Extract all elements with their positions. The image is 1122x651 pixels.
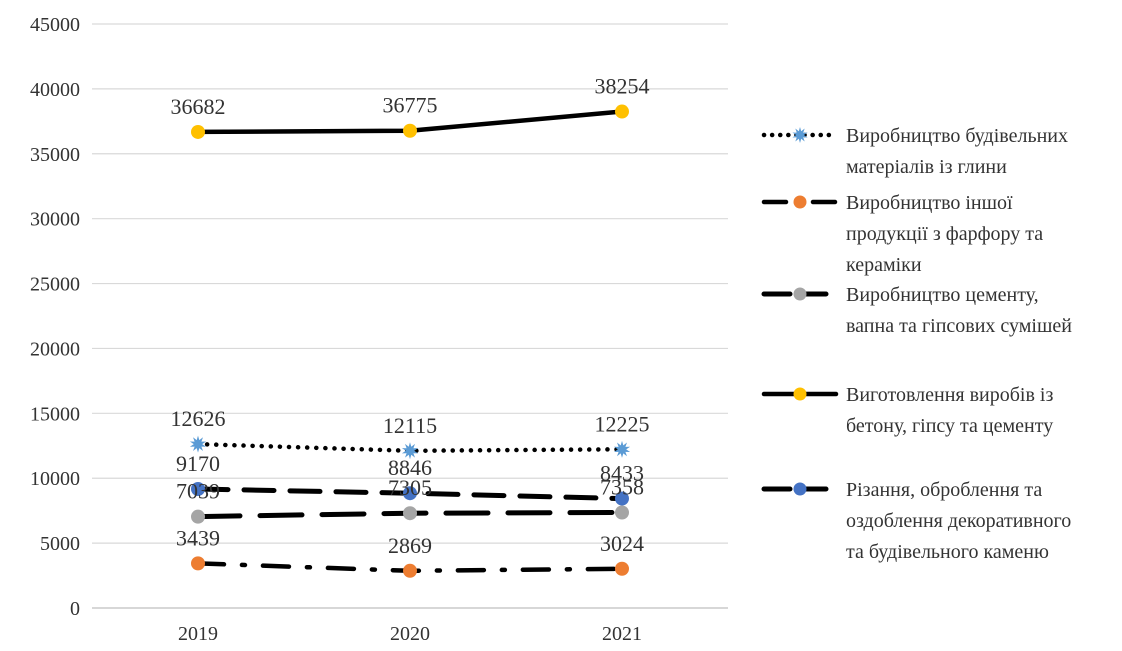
legend: Виробництво будівельних матеріалів із гли… xyxy=(761,125,1072,563)
y-tick-label: 5000 xyxy=(40,533,80,555)
y-tick-label: 15000 xyxy=(30,403,80,425)
series-line xyxy=(191,505,629,524)
data-point-marker xyxy=(191,124,205,139)
data-point-marker xyxy=(191,481,205,496)
legend-entry: Виробництво іншої продукції з фарфору та к… xyxy=(761,192,1043,276)
data-point-marker xyxy=(403,486,417,501)
data-point-marker xyxy=(615,104,629,119)
y-tick-label: 0 xyxy=(70,598,80,620)
x-tick-label: 2020 xyxy=(390,623,430,645)
series-line xyxy=(191,481,629,506)
series-path xyxy=(195,441,625,454)
data-label: 12225 xyxy=(595,411,650,436)
y-tick-label: 35000 xyxy=(30,144,80,166)
series-line xyxy=(191,556,629,578)
data-point-marker xyxy=(191,556,205,571)
data-point-marker xyxy=(793,195,807,209)
legend-label: кераміки xyxy=(846,254,922,276)
data-label: 9170 xyxy=(176,451,220,476)
data-point-marker xyxy=(403,506,417,521)
legend-label: оздоблення декоративного xyxy=(846,510,1071,532)
legend-entry: Виробництво будівельних матеріалів із гли… xyxy=(761,125,1068,178)
data-label: 38254 xyxy=(595,74,650,99)
legend-label: матеріалів із глини xyxy=(846,156,1007,178)
data-point-marker xyxy=(793,287,807,301)
data-label: 12626 xyxy=(171,406,226,431)
legend-entry: Виробництво цементу, вапна та гіпсових су… xyxy=(761,284,1072,337)
legend-entry: Виготовлення виробів із бетону, гіпсу та … xyxy=(761,384,1053,437)
data-point-marker xyxy=(403,123,417,138)
y-tick-label: 30000 xyxy=(30,209,80,231)
legend-label: Різання, оброблення та xyxy=(846,479,1042,501)
data-label: 3439 xyxy=(176,525,220,550)
data-point-marker xyxy=(793,482,807,496)
legend-label: бетону, гіпсу та цементу xyxy=(846,415,1053,437)
y-tick-label: 45000 xyxy=(30,14,80,36)
data-label: 7039 xyxy=(176,479,220,504)
legend-label: та будівельного каменю xyxy=(846,541,1049,563)
data-label: 12115 xyxy=(383,413,437,438)
legend-label: Виготовлення виробів із xyxy=(846,384,1053,406)
y-tick-label: 40000 xyxy=(30,79,80,101)
legend-label: вапна та гіпсових сумішей xyxy=(846,315,1072,337)
data-label: 7305 xyxy=(388,475,432,500)
legend-label: продукції з фарфору та xyxy=(846,223,1043,245)
y-tick-label: 20000 xyxy=(30,338,80,360)
series xyxy=(189,104,631,578)
x-tick-label: 2021 xyxy=(602,623,642,645)
data-point-marker xyxy=(613,440,631,458)
x-tick-label: 2019 xyxy=(178,623,218,645)
data-point-marker xyxy=(189,435,207,453)
gridlines xyxy=(92,23,728,609)
series-line xyxy=(191,104,629,139)
data-point-marker xyxy=(615,505,629,520)
data-point-marker xyxy=(615,491,629,506)
data-label: 2869 xyxy=(388,533,432,558)
data-point-marker xyxy=(191,509,205,524)
data-label: 36775 xyxy=(383,93,438,118)
y-tick-label: 25000 xyxy=(30,274,80,296)
legend-label: Виробництво іншої xyxy=(846,192,1013,214)
y-tick-label: 10000 xyxy=(30,468,80,490)
legend-label: Виробництво будівельних xyxy=(846,125,1068,147)
legend-entry: Різання, оброблення та оздоблення декорат… xyxy=(761,479,1071,563)
data-label: 8433 xyxy=(600,461,644,486)
data-point-marker xyxy=(615,561,629,576)
data-label: 36682 xyxy=(171,94,226,119)
series-line xyxy=(189,435,631,460)
data-labels: 12626 12115 12225 3439 2869 3024 7039 7305 7358 3… xyxy=(171,74,650,558)
data-label: 3024 xyxy=(600,531,644,556)
data-point-marker xyxy=(401,442,419,460)
data-point-marker xyxy=(403,563,417,578)
data-label: 8846 xyxy=(388,455,432,480)
axes: 0 5000 10000 15000 20000 25000 30000 35000 40000… xyxy=(30,14,642,645)
legend-label: Виробництво цементу, xyxy=(846,284,1039,306)
data-label: 7358 xyxy=(600,475,644,500)
data-point-marker xyxy=(792,127,808,143)
data-point-marker xyxy=(793,387,807,401)
